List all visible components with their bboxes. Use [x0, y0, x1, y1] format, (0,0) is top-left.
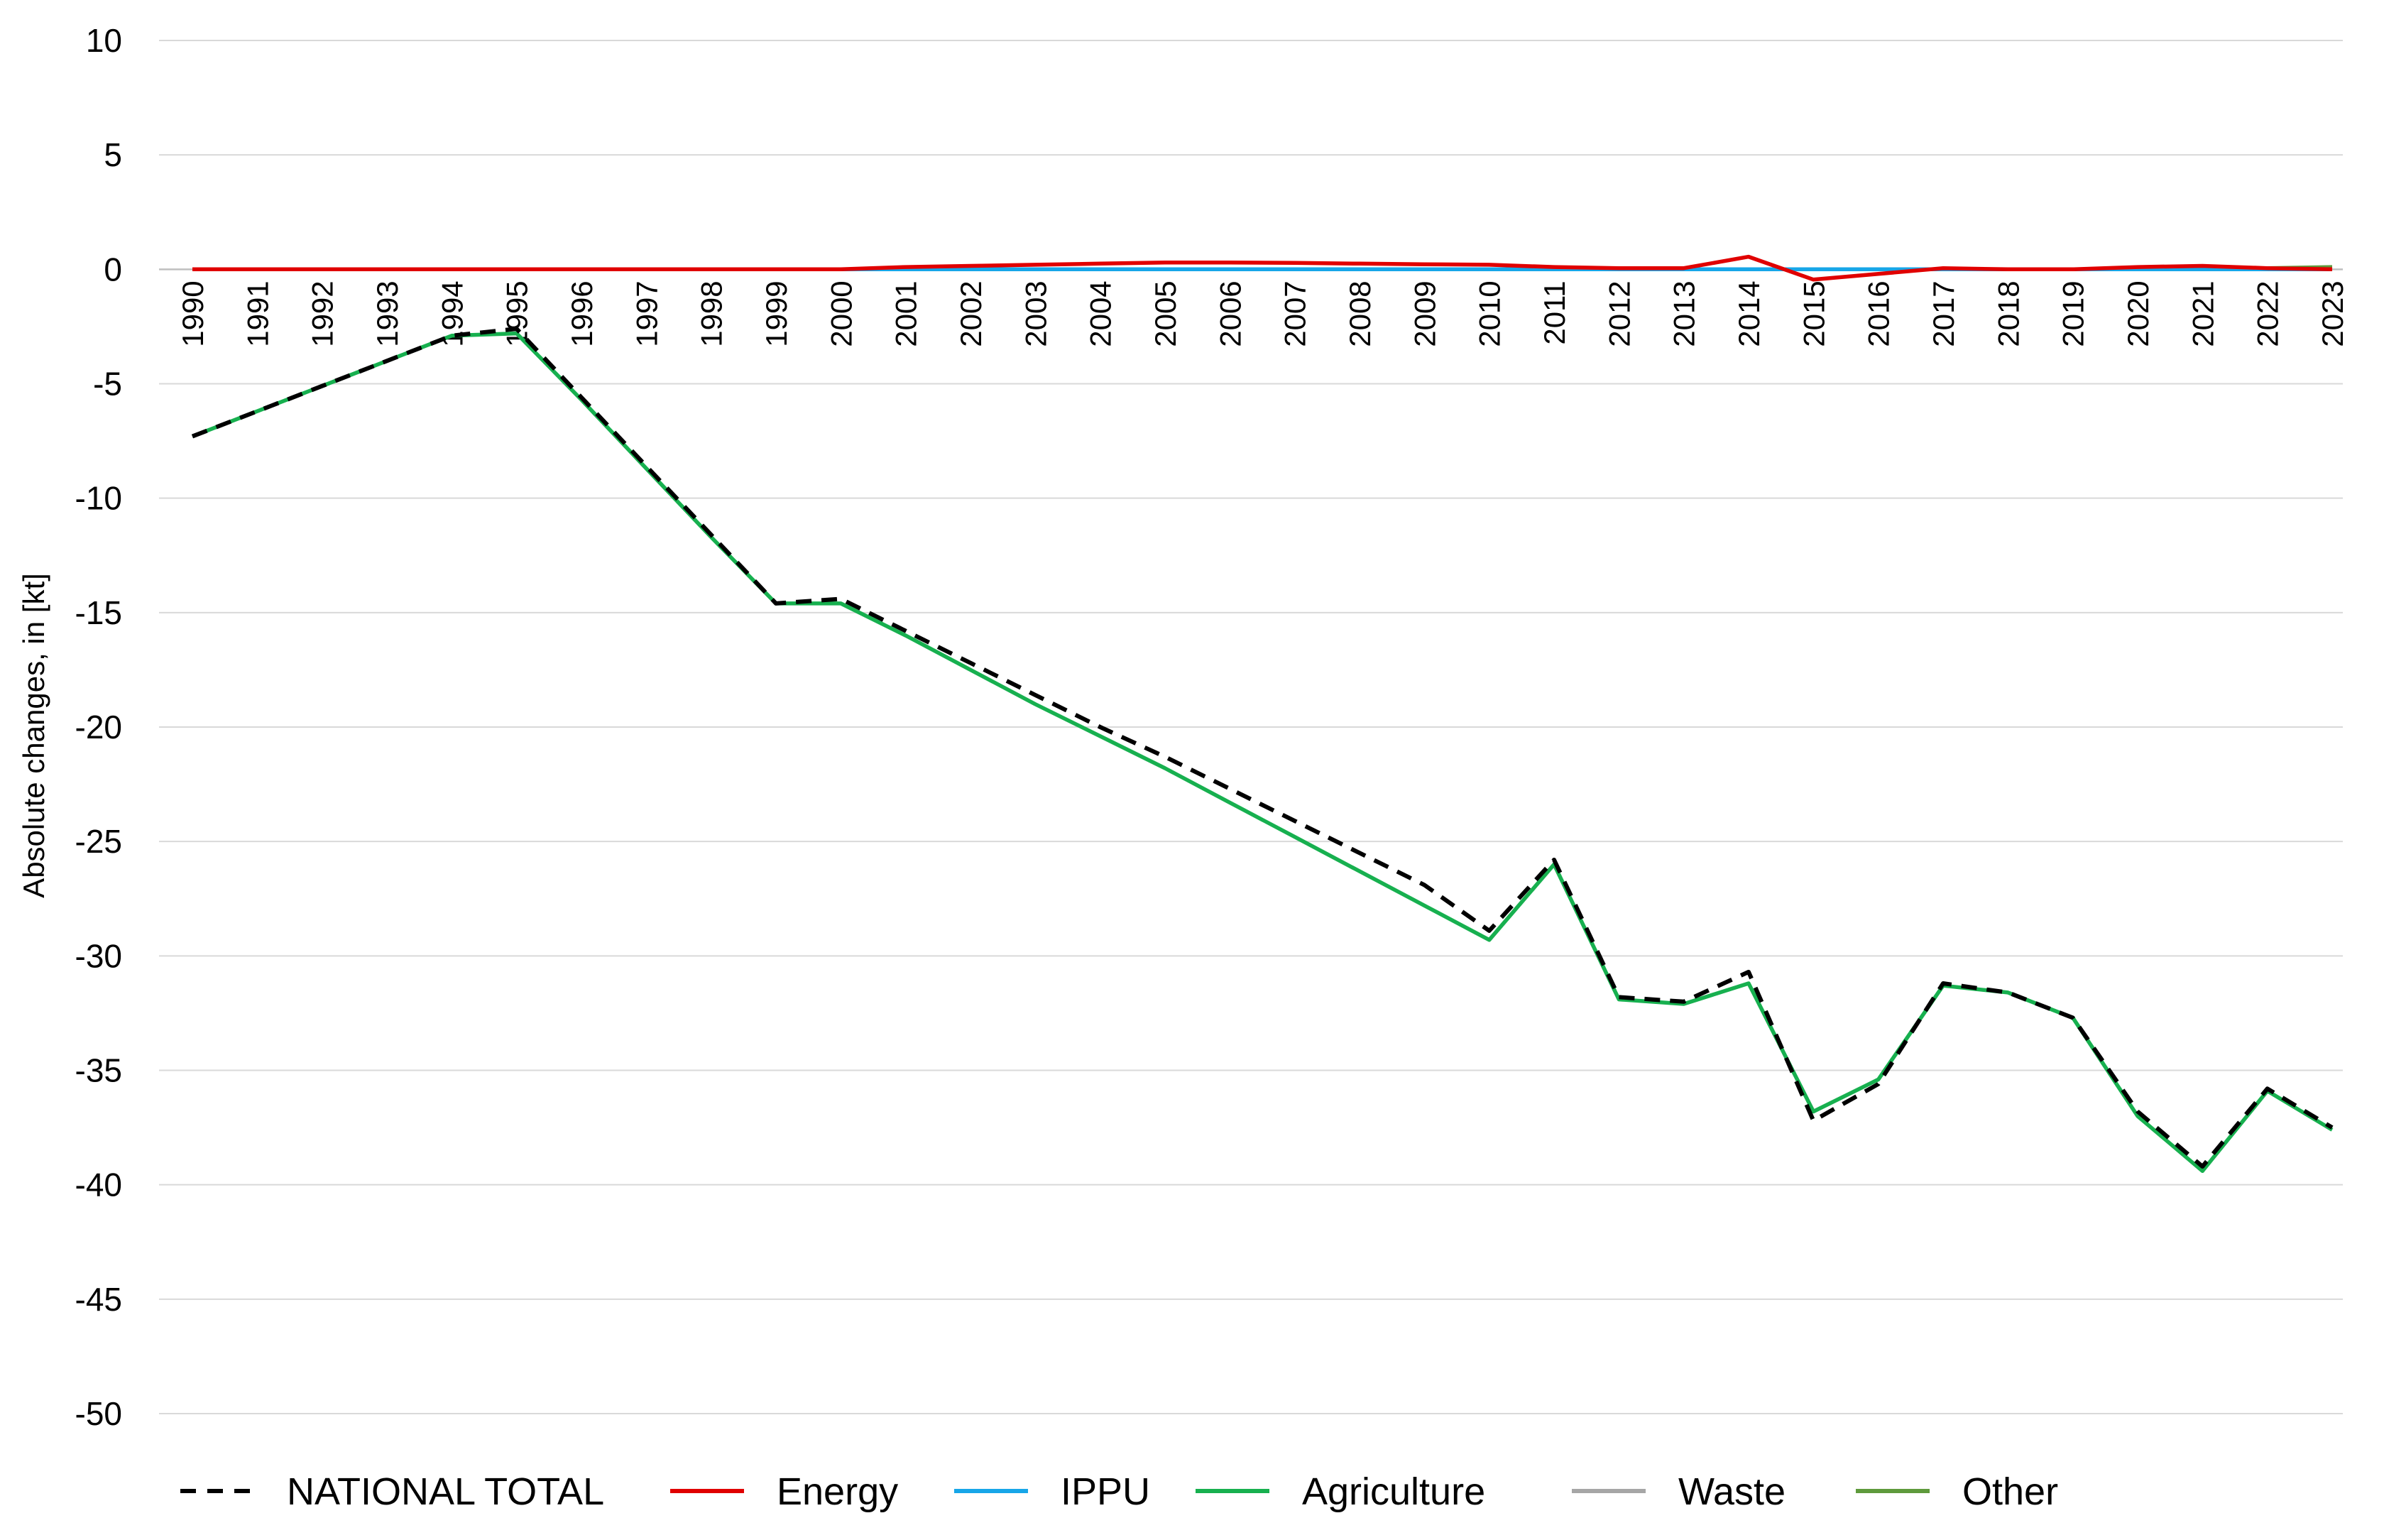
x-tick-label: 1991: [241, 280, 274, 346]
x-tick-label: 2013: [1668, 280, 1701, 346]
series-line: [192, 331, 2334, 1174]
x-tick-label: 2011: [1538, 280, 1571, 344]
legend-label: IPPU: [1061, 1470, 1150, 1513]
y-tick-label: 10: [86, 22, 122, 59]
y-axis-ticks: 10 5 0 -5 -10 -15 -20 -25 -30 -35 -40 -45 -50: [75, 22, 122, 1432]
grid-lines: [159, 40, 2343, 1414]
legend-label: Energy: [777, 1470, 898, 1513]
x-tick-label: 2009: [1408, 280, 1441, 346]
x-tick-label: 2022: [2251, 280, 2285, 346]
series-line: [192, 254, 2333, 282]
x-tick-label: 2016: [1862, 280, 1896, 346]
x-tick-label: 1996: [565, 280, 598, 346]
legend-label: NATIONAL TOTAL: [287, 1470, 604, 1513]
y-tick-label: 0: [104, 251, 122, 288]
legend: NATIONAL TOTAL Energy IPPU Agriculture Waste…: [180, 1470, 2058, 1513]
x-tick-label: 1990: [176, 280, 209, 346]
x-tick-label: 1999: [760, 280, 793, 346]
y-tick-label: -20: [75, 709, 122, 746]
x-tick-label: 2023: [2316, 280, 2349, 346]
x-tick-label: 2005: [1149, 280, 1182, 346]
y-axis-label: Absolute changes, in [kt]: [17, 573, 50, 898]
x-tick-label: 2004: [1084, 280, 1117, 346]
x-axis-ticks: 1990 1991 1992 1993 1994 1995 1996 1997 1998 1999…: [176, 280, 2349, 346]
x-tick-label: 2012: [1602, 280, 1636, 346]
x-tick-label: 2017: [1927, 280, 1960, 346]
x-tick-label: 2014: [1732, 280, 1766, 346]
y-tick-label: -5: [93, 366, 122, 403]
legend-label: Waste: [1678, 1470, 1786, 1513]
y-tick-label: -25: [75, 823, 122, 860]
y-tick-label: -15: [75, 594, 122, 631]
x-tick-label: 2018: [1991, 280, 2025, 346]
y-tick-label: -35: [75, 1052, 122, 1089]
y-tick-label: -50: [75, 1395, 122, 1432]
x-tick-label: 2000: [824, 280, 858, 346]
y-tick-label: -40: [75, 1167, 122, 1203]
legend-label: Other: [1962, 1470, 2058, 1513]
x-tick-label: 2010: [1473, 280, 1507, 346]
y-tick-label: 5: [104, 136, 122, 173]
x-tick-label: 1997: [630, 280, 663, 346]
x-tick-label: 1992: [306, 280, 339, 346]
x-tick-label: 2007: [1279, 280, 1312, 346]
x-tick-label: 2019: [2057, 280, 2090, 346]
x-tick-label: 2021: [2186, 280, 2219, 346]
x-tick-label: 2002: [954, 280, 988, 346]
x-tick-label: 2015: [1797, 280, 1830, 346]
y-tick-label: -45: [75, 1281, 122, 1318]
x-tick-label: 1995: [501, 280, 534, 346]
x-tick-label: 1993: [371, 280, 404, 346]
x-tick-label: 2008: [1343, 280, 1377, 346]
x-tick-label: 1998: [695, 280, 728, 346]
x-tick-label: 2001: [890, 280, 923, 346]
legend-label: Agriculture: [1302, 1470, 1485, 1513]
series-lines: [191, 254, 2334, 1174]
x-tick-label: 2020: [2121, 280, 2155, 346]
series-line: [191, 327, 2334, 1169]
y-tick-label: -10: [75, 480, 122, 517]
x-tick-label: 2003: [1019, 280, 1052, 346]
x-tick-label: 2006: [1213, 280, 1247, 346]
y-tick-label: -30: [75, 937, 122, 974]
